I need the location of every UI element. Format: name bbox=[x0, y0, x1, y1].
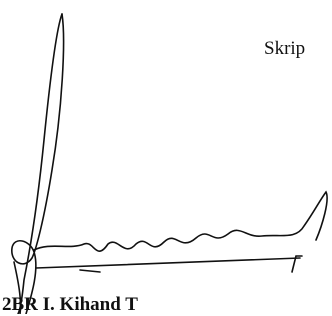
footer-text: 2BR I. Kihand T bbox=[2, 294, 138, 316]
stroke bbox=[34, 192, 327, 251]
stroke bbox=[80, 270, 100, 272]
page: {"header": {"text": "Skrip"}, "footer": … bbox=[0, 0, 332, 314]
stroke bbox=[18, 14, 62, 314]
header-text: Skrip bbox=[264, 38, 305, 60]
stroke bbox=[36, 258, 300, 268]
stroke bbox=[12, 14, 64, 314]
